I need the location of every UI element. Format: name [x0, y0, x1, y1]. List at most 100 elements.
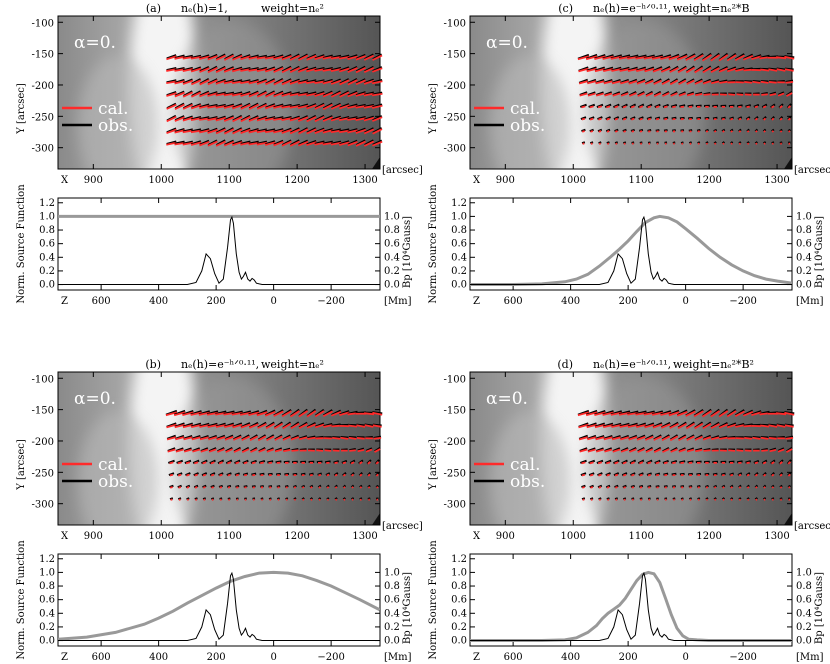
- left-tick-label: 0.0: [39, 636, 55, 647]
- cal-vector: [746, 473, 750, 477]
- cal-vector: [365, 448, 373, 453]
- x-tick-label: 1100: [216, 531, 241, 542]
- cal-vector: [175, 436, 185, 441]
- cal-vector: [651, 411, 664, 416]
- cal-vector: [639, 473, 643, 477]
- cal-vector: [784, 55, 795, 60]
- cal-vector: [199, 91, 210, 98]
- cal-vector: [258, 448, 266, 453]
- cal-vector: [760, 68, 770, 72]
- x-axis-letter: X: [473, 175, 481, 186]
- x-axis-letter: X: [473, 531, 481, 542]
- cal-vector: [661, 435, 670, 442]
- cal-vector: [363, 116, 375, 122]
- left-tick-label: 1.0: [39, 211, 55, 222]
- cal-vector: [371, 80, 383, 85]
- cal-vector: [166, 436, 177, 441]
- cal-vector: [785, 436, 794, 440]
- cal-vector: [227, 473, 231, 477]
- cal-vector: [577, 411, 590, 417]
- cal-vector: [174, 80, 185, 85]
- cal-vector: [761, 93, 768, 96]
- cal-vector: [578, 67, 589, 73]
- right-tick-label: 0.2: [796, 266, 812, 277]
- cal-vector: [343, 498, 346, 501]
- cal-vector: [581, 117, 586, 121]
- cal-vector: [208, 448, 217, 453]
- cal-vector: [298, 54, 309, 61]
- x-tick-label: 400: [561, 652, 580, 663]
- cal-vector: [339, 141, 350, 146]
- cal-vector: [350, 461, 355, 465]
- cal-vector: [678, 92, 686, 97]
- cal-vector: [775, 56, 787, 60]
- cal-vector: [636, 423, 647, 429]
- background-emission: [585, 377, 705, 525]
- obs-vector: [267, 460, 274, 464]
- obs-vector: [219, 497, 223, 500]
- panel-weight-label: weight=nₑ²: [261, 2, 324, 15]
- background-emission: [173, 21, 293, 169]
- cal-vector: [730, 142, 733, 145]
- x-tick-label: 200: [207, 296, 226, 307]
- cal-vector: [281, 55, 292, 61]
- cal-vector: [248, 116, 259, 122]
- cal-vector: [306, 128, 317, 135]
- panel-weight-label: weight=nₑ²: [261, 358, 324, 371]
- cal-vector: [710, 67, 720, 73]
- cal-vector: [310, 498, 313, 501]
- cal-vector: [785, 80, 794, 84]
- cal-vector: [746, 142, 750, 145]
- cal-vector: [243, 461, 248, 465]
- obs-vector: [663, 485, 668, 488]
- cal-vector: [670, 448, 678, 453]
- cal-vector: [678, 448, 686, 453]
- cal-vector: [355, 140, 366, 147]
- x-tick-label: 400: [561, 296, 580, 307]
- cal-vector: [631, 486, 635, 489]
- cal-vector: [703, 93, 711, 96]
- left-tick-label: 0.0: [39, 280, 55, 291]
- cal-vector: [281, 117, 293, 121]
- cal-vector: [207, 66, 218, 74]
- left-tick-label: 0.6: [39, 239, 55, 250]
- cal-vector: [746, 130, 750, 133]
- cal-vector: [301, 486, 305, 489]
- cal-vector: [174, 91, 185, 98]
- cal-vector: [281, 140, 292, 147]
- obs-vector: [679, 472, 685, 476]
- plot-frame: [57, 553, 381, 647]
- obs-vector: [639, 141, 643, 144]
- cal-vector: [282, 422, 292, 430]
- right-tick-label: 1.0: [796, 567, 812, 578]
- cal-vector: [589, 473, 594, 477]
- cal-vector: [224, 423, 235, 429]
- x-axis-unit: [Mm]: [796, 652, 824, 663]
- cal-vector: [257, 423, 267, 429]
- cal-vector: [754, 105, 759, 109]
- cal-vector: [232, 54, 243, 61]
- cal-vector: [769, 449, 777, 453]
- left-tick-label: 0.0: [451, 280, 467, 291]
- cal-vector: [166, 92, 177, 97]
- obs-vector: [283, 460, 290, 464]
- cal-vector: [628, 436, 638, 441]
- x-axis-letter: Z: [61, 652, 68, 663]
- cal-vector: [372, 67, 383, 73]
- cal-vector: [182, 423, 194, 429]
- cal-vector: [358, 461, 363, 465]
- cal-vector: [711, 80, 720, 85]
- panel-title: (b) nₑ(h)=e⁻ʰᐟ⁰·¹¹, weight=nₑ²: [145, 358, 324, 371]
- cal-vector: [265, 422, 275, 430]
- cal-vector: [355, 55, 367, 61]
- cal-vector: [678, 435, 687, 442]
- cal-vector: [694, 79, 703, 85]
- cal-vector: [323, 424, 333, 428]
- cal-vector: [359, 486, 363, 489]
- cal-vector: [777, 448, 785, 453]
- cal-vector: [182, 79, 194, 85]
- cal-vector: [730, 498, 733, 501]
- cal-vector: [371, 104, 383, 109]
- cal-vector: [182, 116, 194, 122]
